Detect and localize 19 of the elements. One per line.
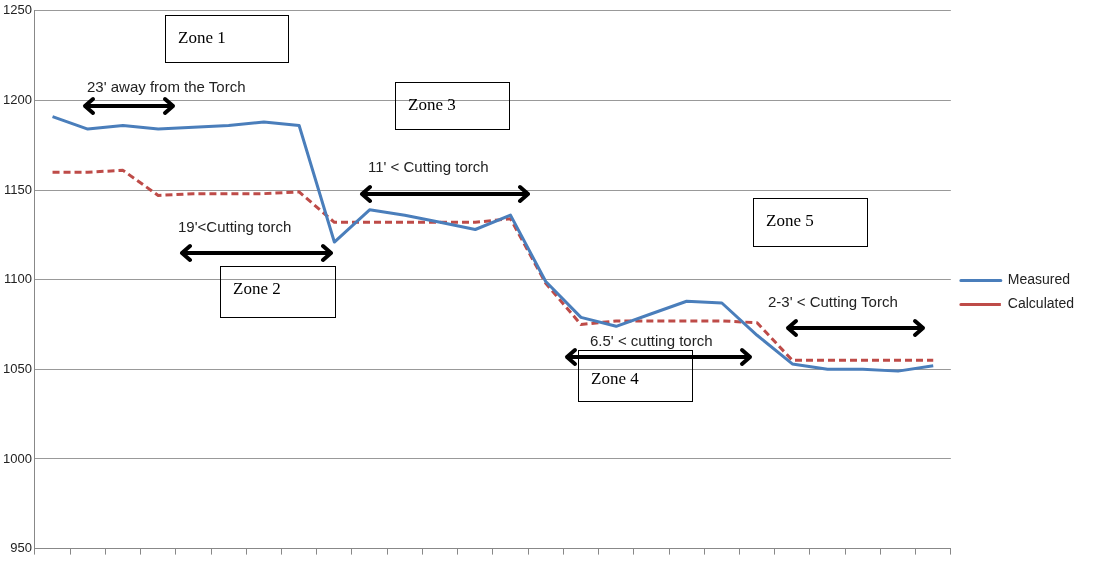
y-tick-label: 1100: [3, 271, 32, 287]
annotation: 6.5' < cutting torch: [590, 332, 713, 349]
annotation: Zone 1: [165, 15, 289, 63]
y-tick-label: 1150: [3, 181, 32, 197]
annotation: Zone 5: [753, 198, 868, 247]
annotation: Zone 2: [220, 266, 336, 318]
y-tick-label: 1050: [3, 360, 32, 376]
y-tick-label: 950: [10, 540, 32, 556]
annotation: 19'<Cutting torch: [178, 218, 292, 235]
annotation: 2-3' < Cutting Torch: [768, 293, 898, 310]
legend-label: Calculated: [1007, 295, 1074, 312]
annotation: Zone 3: [395, 82, 510, 130]
y-tick-label: 1250: [3, 2, 32, 18]
legend-label: Measured: [1007, 271, 1071, 288]
annotation: 23' away from the Torch: [87, 78, 246, 95]
y-tick-label: 1000: [3, 450, 32, 466]
y-tick-label: 1200: [3, 92, 32, 108]
annotation: 11' < Cutting torch: [368, 158, 489, 175]
annotation: Zone 4: [578, 350, 693, 402]
